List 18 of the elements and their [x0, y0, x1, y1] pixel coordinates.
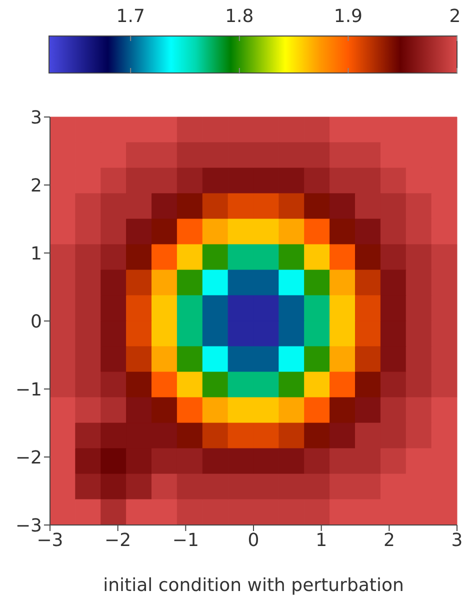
y-tick-label: 2: [30, 175, 42, 196]
x-tick-label: 1: [316, 530, 328, 551]
color-bar-label: 1.9: [334, 6, 363, 27]
x-tick-label: 0: [248, 530, 260, 551]
color-bar-label: 1.7: [116, 6, 145, 27]
x-axis-title: initial condition with perturbation: [103, 575, 404, 596]
y-tick-label: 1: [30, 243, 42, 264]
y-tick-label: −2: [15, 447, 42, 468]
x-tick-label: 2: [383, 530, 395, 551]
x-tick-label: −1: [172, 530, 199, 551]
y-tick-label: −1: [15, 379, 42, 400]
x-tick-label: 3: [451, 530, 463, 551]
color-bar-label: 1.8: [225, 6, 254, 27]
y-tick-label: 0: [30, 311, 42, 332]
y-tick-label: 3: [30, 107, 42, 128]
x-tick-label: −2: [104, 530, 132, 551]
y-tick-label: −3: [15, 515, 42, 536]
color-bar-label: 2: [449, 6, 461, 27]
